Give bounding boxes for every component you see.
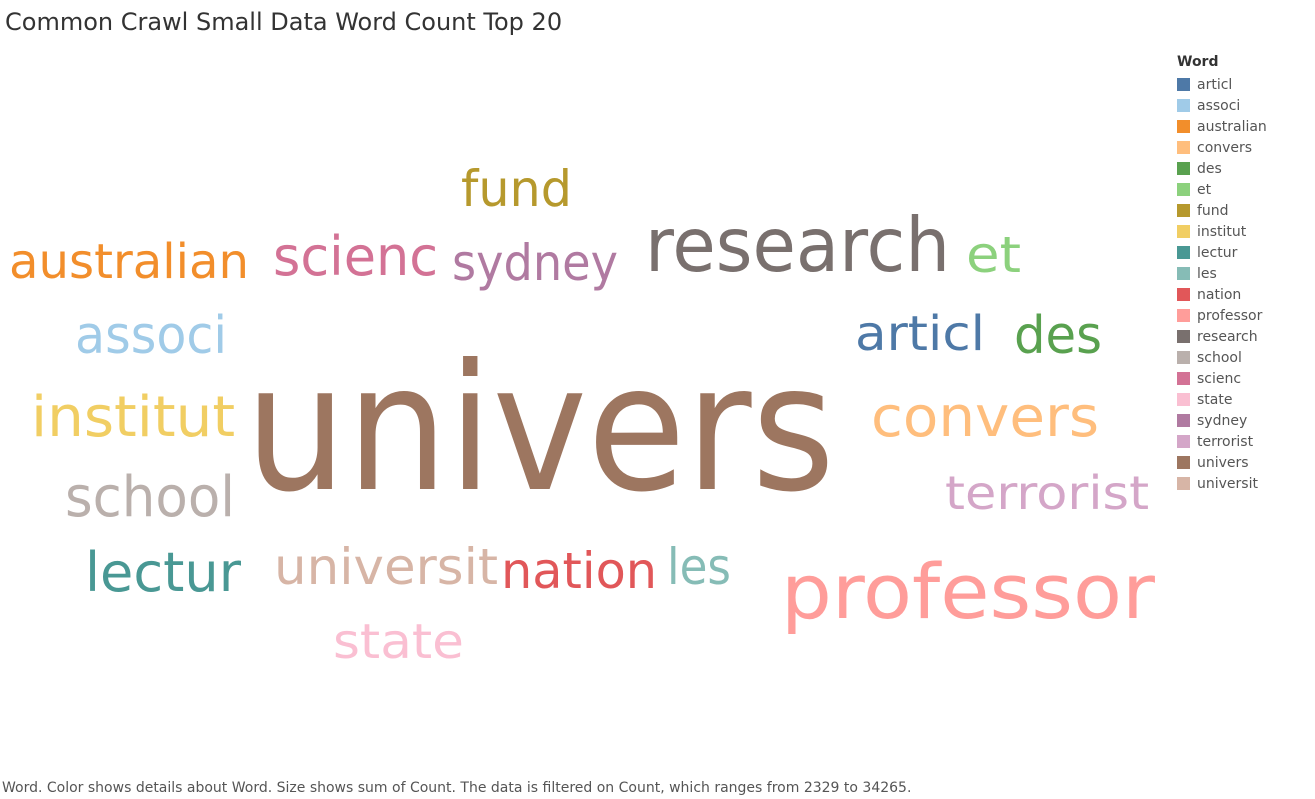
legend: Word articl associ australian convers des et f… (1177, 54, 1307, 494)
legend-item-fund[interactable]: fund (1177, 200, 1307, 221)
legend-label: research (1197, 328, 1258, 345)
legend-swatch (1177, 162, 1190, 175)
legend-swatch (1177, 414, 1190, 427)
legend-item-universit[interactable]: universit (1177, 473, 1307, 494)
chart-title: Common Crawl Small Data Word Count Top 2… (5, 8, 563, 36)
word-fund: fund (461, 160, 573, 218)
legend-label: sydney (1197, 412, 1248, 429)
legend-swatch (1177, 183, 1190, 196)
legend-label: et (1197, 181, 1212, 198)
legend-swatch (1177, 225, 1190, 238)
legend-label: des (1197, 160, 1222, 177)
legend-swatch (1177, 78, 1190, 91)
word-state: state (333, 614, 464, 670)
legend-swatch (1177, 288, 1190, 301)
legend-item-school[interactable]: school (1177, 347, 1307, 368)
word-nation: nation (501, 542, 658, 600)
legend-label: universit (1197, 475, 1258, 492)
legend-swatch (1177, 141, 1190, 154)
legend-item-et[interactable]: et (1177, 179, 1307, 200)
legend-swatch (1177, 435, 1190, 448)
word-articl: articl (855, 306, 985, 362)
legend-label: school (1197, 349, 1242, 366)
word-terrorist: terrorist (945, 466, 1150, 520)
word-des: des (1014, 306, 1103, 366)
legend-label: fund (1197, 202, 1229, 219)
word-australian: australian (9, 234, 250, 290)
legend-item-univers[interactable]: univers (1177, 452, 1307, 473)
legend-item-institut[interactable]: institut (1177, 221, 1307, 242)
word-professor: professor (781, 547, 1155, 636)
legend-label: articl (1197, 76, 1233, 93)
word-institut: institut (31, 385, 236, 450)
legend-swatch (1177, 120, 1190, 133)
word-et: et (966, 226, 1022, 284)
legend-item-terrorist[interactable]: terrorist (1177, 431, 1307, 452)
legend-label: convers (1197, 139, 1253, 156)
legend-label: state (1197, 391, 1233, 408)
legend-item-professor[interactable]: professor (1177, 305, 1307, 326)
word-school: school (65, 465, 236, 530)
word-associ: associ (75, 306, 228, 366)
legend-label: associ (1197, 97, 1241, 114)
legend-item-des[interactable]: des (1177, 158, 1307, 179)
legend-swatch (1177, 456, 1190, 469)
legend-swatch (1177, 393, 1190, 406)
word-les: les (667, 538, 731, 596)
legend-swatch (1177, 204, 1190, 217)
legend-label: lectur (1197, 244, 1238, 261)
legend-swatch (1177, 351, 1190, 364)
word-scienc: scienc (273, 225, 439, 288)
word-univers: univers (245, 328, 836, 531)
legend-item-state[interactable]: state (1177, 389, 1307, 410)
legend-label: institut (1197, 223, 1247, 240)
legend-item-research[interactable]: research (1177, 326, 1307, 347)
legend-swatch (1177, 267, 1190, 280)
legend-label: univers (1197, 454, 1249, 471)
legend-item-sydney[interactable]: sydney (1177, 410, 1307, 431)
legend-item-les[interactable]: les (1177, 263, 1307, 284)
legend-swatch (1177, 330, 1190, 343)
word-lectur: lectur (85, 541, 241, 604)
legend-label: scienc (1197, 370, 1242, 387)
legend-title: Word (1177, 54, 1219, 70)
legend-item-convers[interactable]: convers (1177, 137, 1307, 158)
legend-swatch (1177, 246, 1190, 259)
legend-item-scienc[interactable]: scienc (1177, 368, 1307, 389)
legend-label: terrorist (1197, 433, 1254, 450)
chart-caption: Word. Color shows details about Word. Si… (2, 780, 912, 796)
legend-label: australian (1197, 118, 1267, 135)
legend-label: professor (1197, 307, 1263, 324)
legend-item-lectur[interactable]: lectur (1177, 242, 1307, 263)
word-universit: universit (274, 538, 499, 596)
legend-swatch (1177, 309, 1190, 322)
word-cloud: articl associ australian convers des et fund in… (0, 40, 1160, 770)
legend-item-associ[interactable]: associ (1177, 95, 1307, 116)
legend-swatch (1177, 477, 1190, 490)
legend-swatch (1177, 99, 1190, 112)
legend-item-australian[interactable]: australian (1177, 116, 1307, 137)
legend-label: nation (1197, 286, 1242, 303)
legend-item-nation[interactable]: nation (1177, 284, 1307, 305)
word-sydney: sydney (452, 234, 618, 292)
legend-label: les (1197, 265, 1217, 282)
legend-swatch (1177, 372, 1190, 385)
legend-item-articl[interactable]: articl (1177, 74, 1307, 95)
word-research: research (645, 201, 951, 289)
word-convers: convers (871, 385, 1100, 450)
